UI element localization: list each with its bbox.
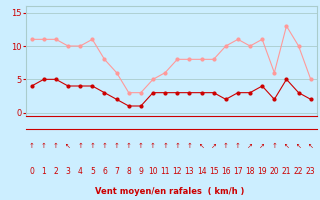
Text: 13: 13 [185, 168, 194, 176]
Text: 8: 8 [126, 168, 131, 176]
Text: ↑: ↑ [53, 143, 59, 149]
Text: ↖: ↖ [308, 143, 314, 149]
Text: ↗: ↗ [211, 143, 217, 149]
Text: ↑: ↑ [162, 143, 168, 149]
Text: 5: 5 [90, 168, 95, 176]
Text: 20: 20 [269, 168, 279, 176]
Text: 16: 16 [221, 168, 231, 176]
Text: 11: 11 [160, 168, 170, 176]
Text: ↖: ↖ [284, 143, 289, 149]
Text: 18: 18 [245, 168, 255, 176]
Text: 6: 6 [102, 168, 107, 176]
Text: 10: 10 [148, 168, 158, 176]
Text: ↑: ↑ [150, 143, 156, 149]
Text: ↖: ↖ [199, 143, 204, 149]
Text: 2: 2 [53, 168, 58, 176]
Text: 14: 14 [197, 168, 206, 176]
Text: ↗: ↗ [247, 143, 253, 149]
Text: 3: 3 [66, 168, 70, 176]
Text: ↗: ↗ [259, 143, 265, 149]
Text: ↑: ↑ [41, 143, 47, 149]
Text: 0: 0 [29, 168, 34, 176]
Text: 21: 21 [282, 168, 291, 176]
Text: 19: 19 [257, 168, 267, 176]
Text: ↑: ↑ [235, 143, 241, 149]
Text: ↑: ↑ [174, 143, 180, 149]
Text: ↑: ↑ [138, 143, 144, 149]
Text: 17: 17 [233, 168, 243, 176]
Text: 12: 12 [172, 168, 182, 176]
Text: 9: 9 [139, 168, 143, 176]
Text: ↑: ↑ [223, 143, 229, 149]
Text: 4: 4 [78, 168, 83, 176]
Text: ↑: ↑ [89, 143, 95, 149]
Text: 7: 7 [114, 168, 119, 176]
Text: ↑: ↑ [77, 143, 83, 149]
Text: ↖: ↖ [65, 143, 71, 149]
Text: ↑: ↑ [29, 143, 35, 149]
Text: 1: 1 [41, 168, 46, 176]
Text: 15: 15 [209, 168, 219, 176]
Text: ↖: ↖ [296, 143, 301, 149]
Text: ↑: ↑ [271, 143, 277, 149]
Text: 23: 23 [306, 168, 316, 176]
Text: ↑: ↑ [114, 143, 120, 149]
Text: 22: 22 [294, 168, 303, 176]
Text: ↑: ↑ [126, 143, 132, 149]
Text: Vent moyen/en rafales  ( km/h ): Vent moyen/en rafales ( km/h ) [95, 187, 244, 196]
Text: ↑: ↑ [187, 143, 192, 149]
Text: ↑: ↑ [101, 143, 108, 149]
